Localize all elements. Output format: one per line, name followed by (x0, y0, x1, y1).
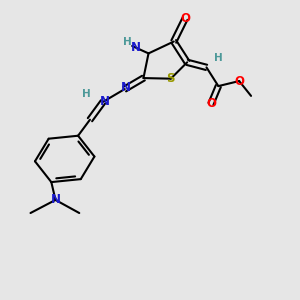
Text: O: O (180, 12, 190, 25)
Text: H: H (214, 53, 223, 64)
Text: N: N (100, 95, 110, 108)
Text: O: O (234, 74, 244, 88)
Text: N: N (131, 41, 141, 54)
Text: N: N (50, 194, 61, 206)
Text: S: S (167, 72, 175, 85)
Text: N: N (121, 81, 131, 94)
Text: O: O (206, 98, 216, 110)
Text: H: H (82, 89, 91, 99)
Text: H: H (123, 37, 131, 47)
